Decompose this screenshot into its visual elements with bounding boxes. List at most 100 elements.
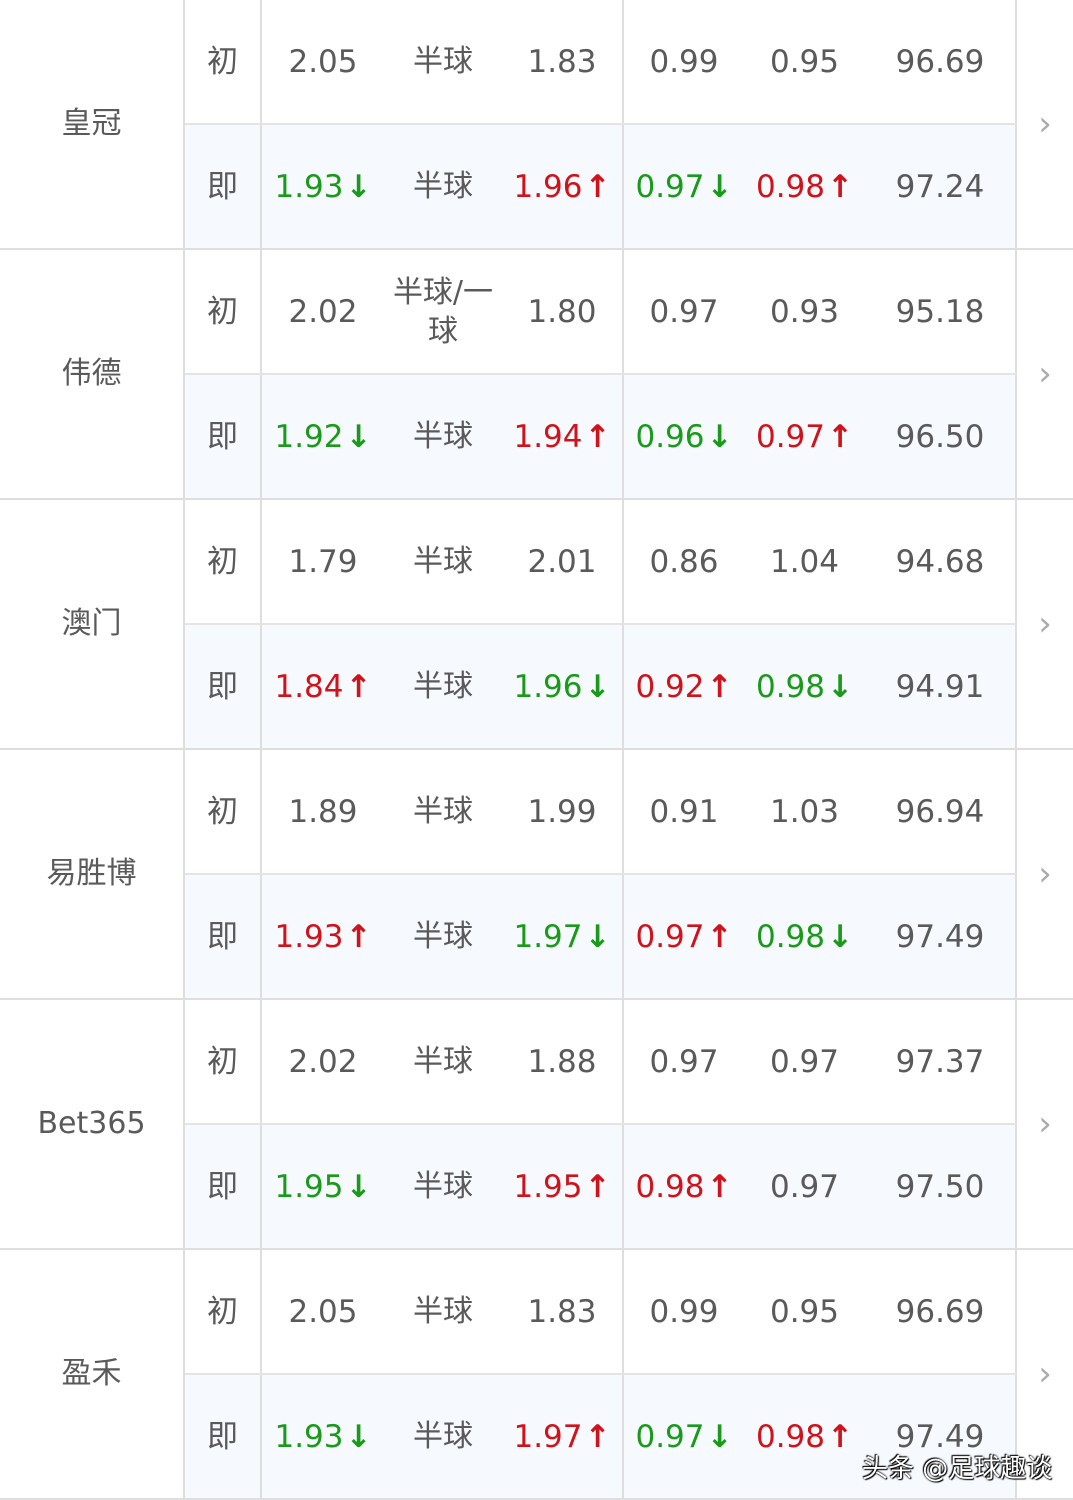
arrow-up-icon: ↑: [345, 668, 372, 705]
odds-value: 半球/一球: [392, 274, 494, 349]
odds-cell: 96.94: [865, 749, 1017, 875]
odds-cell: 94.91: [865, 624, 1017, 750]
odds-value: 0.97: [649, 1043, 719, 1080]
odds-value: 0.97: [635, 1418, 705, 1455]
odds-value: 97.37: [895, 1043, 985, 1080]
odds-cell: 1.97↓: [502, 874, 624, 1000]
arrow-up-icon: ↑: [827, 418, 853, 455]
odds-value: 半球: [413, 419, 473, 454]
odds-cell: 1.93↓: [261, 124, 384, 250]
odds-cell: 0.93: [744, 249, 865, 375]
arrow-up-icon: ↑: [584, 1418, 611, 1455]
odds-value: 半球: [413, 44, 473, 79]
chevron-right-icon[interactable]: ›: [1015, 499, 1073, 750]
odds-value: 2.01: [527, 543, 597, 580]
odds-cell: 0.97: [744, 999, 865, 1125]
odds-cell: 1.83: [502, 1249, 624, 1375]
company-row-live[interactable]: 即 1.95↓ 半球 1.95↑ 0.98↑ 0.97 97.50: [0, 1124, 1073, 1250]
company-row-live[interactable]: 即 1.84↑ 半球 1.96↓ 0.92↑ 0.98↓ 94.91: [0, 624, 1073, 750]
company-row-initial[interactable]: 伟德初 2.02 半球/一球 1.80 0.97 0.93 95.18 ›: [0, 249, 1073, 500]
odds-value: 0.97: [635, 168, 705, 205]
odds-cell: 0.97: [744, 1124, 865, 1250]
company-row-live[interactable]: 即 1.93↑ 半球 1.97↓ 0.97↑ 0.98↓ 97.49: [0, 874, 1073, 1000]
odds-value: 0.98: [635, 1168, 705, 1205]
chevron-right-icon[interactable]: ›: [1015, 999, 1073, 1250]
odds-cell: 1.83: [502, 0, 624, 125]
chevron-right-icon[interactable]: ›: [1015, 1249, 1073, 1500]
odds-cell: 半球: [384, 624, 502, 750]
live-label: 即: [184, 1374, 262, 1500]
odds-value: 1.97: [513, 1418, 583, 1455]
odds-value: 96.69: [895, 1293, 985, 1330]
odds-value: 0.97: [755, 418, 826, 455]
odds-cell: 0.99: [623, 0, 744, 125]
odds-cell: 半球: [384, 999, 502, 1125]
odds-cell: 半球: [384, 1124, 502, 1250]
odds-value: 0.97: [769, 1168, 840, 1205]
odds-cell: 1.04: [744, 499, 865, 625]
company-row-initial[interactable]: 澳门初 1.79 半球 2.01 0.86 1.04 94.68 ›: [0, 499, 1073, 750]
live-label: 即: [184, 874, 262, 1000]
odds-value: 0.98: [755, 1418, 826, 1455]
odds-cell: 1.96↑: [502, 124, 624, 250]
odds-cell: 97.49: [865, 874, 1017, 1000]
live-label: 即: [184, 624, 262, 750]
company-row-live[interactable]: 即 1.92↓ 半球 1.94↑ 0.96↓ 0.97↑ 96.50: [0, 374, 1073, 500]
odds-value: 96.50: [895, 418, 985, 455]
company-name: Bet365: [0, 999, 185, 1250]
odds-value: 1.92: [274, 418, 344, 455]
chevron-right-icon[interactable]: ›: [1015, 249, 1073, 500]
odds-cell: 1.99: [502, 749, 624, 875]
odds-cell: 1.89: [261, 749, 384, 875]
odds-cell: 1.96↓: [502, 624, 624, 750]
odds-value: 半球: [413, 1294, 473, 1329]
company-row-initial[interactable]: 易胜博初 1.89 半球 1.99 0.91 1.03 96.94 ›: [0, 749, 1073, 1000]
odds-cell: 1.93↑: [261, 874, 384, 1000]
arrow-down-icon: ↓: [584, 918, 611, 955]
odds-cell: 97.50: [865, 1124, 1017, 1250]
odds-cell: 0.98↓: [744, 874, 865, 1000]
odds-value: 1.97: [513, 918, 583, 955]
odds-cell: 0.98↓: [744, 624, 865, 750]
odds-cell: 0.97: [623, 999, 744, 1125]
arrow-up-icon: ↑: [584, 168, 611, 205]
odds-cell: 2.05: [261, 1249, 384, 1375]
odds-cell: 半球: [384, 0, 502, 125]
odds-value: 97.49: [895, 1418, 985, 1455]
odds-cell: 1.95↓: [261, 1124, 384, 1250]
arrow-up-icon: ↑: [345, 918, 372, 955]
odds-value: 1.80: [527, 293, 597, 330]
odds-cell: 0.91: [623, 749, 744, 875]
odds-value: 0.91: [649, 793, 719, 830]
odds-value: 1.84: [274, 668, 344, 705]
odds-cell: 半球: [384, 749, 502, 875]
odds-cell: 0.86: [623, 499, 744, 625]
odds-value: 0.98: [755, 668, 826, 705]
odds-cell: 97.24: [865, 124, 1017, 250]
arrow-down-icon: ↓: [827, 918, 853, 955]
company-row-live[interactable]: 即 1.93↓ 半球 1.97↑ 0.97↓ 0.98↑ 97.49: [0, 1374, 1073, 1500]
odds-value: 半球: [413, 544, 473, 579]
odds-cell: 0.96↓: [623, 374, 744, 500]
chevron-right-icon[interactable]: ›: [1015, 749, 1073, 1000]
odds-value: 半球: [413, 1419, 473, 1454]
odds-cell: 95.18: [865, 249, 1017, 375]
company-name: 皇冠: [0, 0, 185, 250]
company-row-initial[interactable]: 皇冠初 2.05 半球 1.83 0.99 0.95 96.69 ›: [0, 0, 1073, 250]
arrow-down-icon: ↓: [584, 668, 611, 705]
company-name: 澳门: [0, 499, 185, 750]
odds-cell: 2.01: [502, 499, 624, 625]
company-row-live[interactable]: 即 1.93↓ 半球 1.96↑ 0.97↓ 0.98↑ 97.24: [0, 124, 1073, 250]
odds-cell: 半球: [384, 874, 502, 1000]
odds-value: 1.99: [527, 793, 597, 830]
company-row-initial[interactable]: Bet365 初 2.02 半球 1.88 0.97 0.97 97.37 ›: [0, 999, 1073, 1250]
odds-value: 0.97: [649, 293, 719, 330]
chevron-right-icon[interactable]: ›: [1015, 0, 1073, 250]
company-row-initial[interactable]: 盈禾初 2.05 半球 1.83 0.99 0.95 96.69 ›: [0, 1249, 1073, 1500]
odds-cell: 97.49: [865, 1374, 1017, 1500]
arrow-down-icon: ↓: [345, 418, 372, 455]
arrow-up-icon: ↑: [706, 918, 733, 955]
odds-cell: 1.92↓: [261, 374, 384, 500]
odds-value: 97.24: [895, 168, 985, 205]
